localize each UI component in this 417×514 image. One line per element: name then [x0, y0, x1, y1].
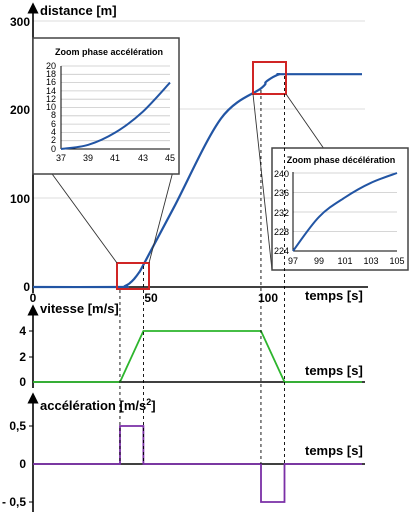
zoom-acceleration-x-tick: 41 — [110, 153, 120, 163]
velocity-chart: vitesse [m/s] temps [s] 4 2 0 — [19, 301, 365, 389]
zoom-acceleration-y-tick: 6 — [51, 119, 56, 129]
velocity-series-line — [33, 330, 362, 383]
zoom-deceleration-x-tick: 105 — [389, 256, 404, 266]
zoom-deceleration-frame — [271, 147, 409, 271]
zoom-acceleration-y-tick: 16 — [46, 77, 56, 87]
zoom-acceleration-x-tick: 37 — [56, 153, 66, 163]
distance-y-tick: 100 — [10, 192, 30, 206]
acceleration-series-line — [33, 425, 362, 503]
zoom-deceleration-x-tick: 97 — [288, 256, 298, 266]
distance-x-tick: 100 — [258, 291, 278, 305]
zoom-deceleration-series-line — [292, 172, 398, 252]
zoom-acceleration-y-tick: 0 — [51, 144, 56, 154]
acceleration-x-label: temps [s] — [305, 443, 363, 458]
zoom-deceleration-x-tick: 103 — [363, 256, 378, 266]
zoom-acceleration-y-tick: 12 — [46, 94, 56, 104]
acceleration-y-label: accélération [m/s2] — [40, 397, 156, 413]
distance-y-tick: 200 — [10, 103, 30, 117]
distance-series-line — [32, 72, 362, 289]
zoom-deceleration-title: Zoom phase décélération — [287, 155, 396, 165]
zoom-acceleration: Zoom phase accélération 20 18 16 14 12 1… — [32, 37, 180, 175]
distance-x-tick: 50 — [144, 291, 158, 305]
zoom-deceleration-y-tick: 236 — [274, 188, 289, 198]
distance-y-label: distance [m] — [40, 3, 117, 18]
zoom-connector — [252, 93, 273, 271]
phase-guides — [119, 76, 285, 464]
zoom-box-deceleration — [252, 61, 287, 95]
distance-x-label: temps [s] — [305, 288, 363, 303]
distance-y-tick: 0 — [23, 280, 30, 294]
distance-x-tick: 0 — [30, 291, 37, 305]
zoom-acceleration-y-tick: 8 — [51, 110, 56, 120]
zoom-acceleration-y-tick: 18 — [46, 69, 56, 79]
zoom-acceleration-x-tick: 43 — [138, 153, 148, 163]
zoom-acceleration-x-tick: 39 — [83, 153, 93, 163]
acceleration-y-tick: 0,5 — [9, 419, 26, 433]
zoom-acceleration-series-line — [60, 81, 171, 150]
zoom-acceleration-x-tick: 45 — [165, 153, 175, 163]
zoom-acceleration-y-tick: 4 — [51, 127, 56, 137]
zoom-box-acceleration — [116, 262, 150, 290]
zoom-acceleration-y-tick: 2 — [51, 135, 56, 145]
velocity-y-label: vitesse [m/s] — [40, 301, 119, 316]
zoom-acceleration-frame — [32, 37, 180, 175]
acceleration-y-tick: 0 — [19, 457, 26, 471]
acceleration-chart: accélération [m/s2] temps [s] 0,5 0 - 0,… — [2, 392, 365, 512]
velocity-y-tick: 2 — [19, 350, 26, 364]
zoom-deceleration-x-tick: 101 — [337, 256, 352, 266]
zoom-acceleration-y-tick: 10 — [46, 102, 56, 112]
velocity-y-tick: 0 — [19, 375, 26, 389]
zoom-deceleration-y-tick: 240 — [274, 169, 289, 179]
zoom-deceleration-y-tick: 228 — [274, 227, 289, 237]
velocity-x-label: temps [s] — [305, 363, 363, 378]
zoom-acceleration-y-tick: 20 — [46, 61, 56, 71]
zoom-deceleration: Zoom phase décélération 240 236 232 228 … — [271, 147, 409, 271]
distance-y-tick: 300 — [10, 15, 30, 29]
velocity-y-tick: 4 — [19, 324, 26, 338]
zoom-deceleration-y-tick: 224 — [274, 246, 289, 256]
zoom-acceleration-title: Zoom phase accélération — [55, 47, 163, 57]
zoom-acceleration-y-tick: 14 — [46, 86, 56, 96]
zoom-deceleration-x-tick: 99 — [314, 256, 324, 266]
zoom-deceleration-y-tick: 232 — [274, 208, 289, 218]
acceleration-y-tick: - 0,5 — [2, 495, 26, 509]
